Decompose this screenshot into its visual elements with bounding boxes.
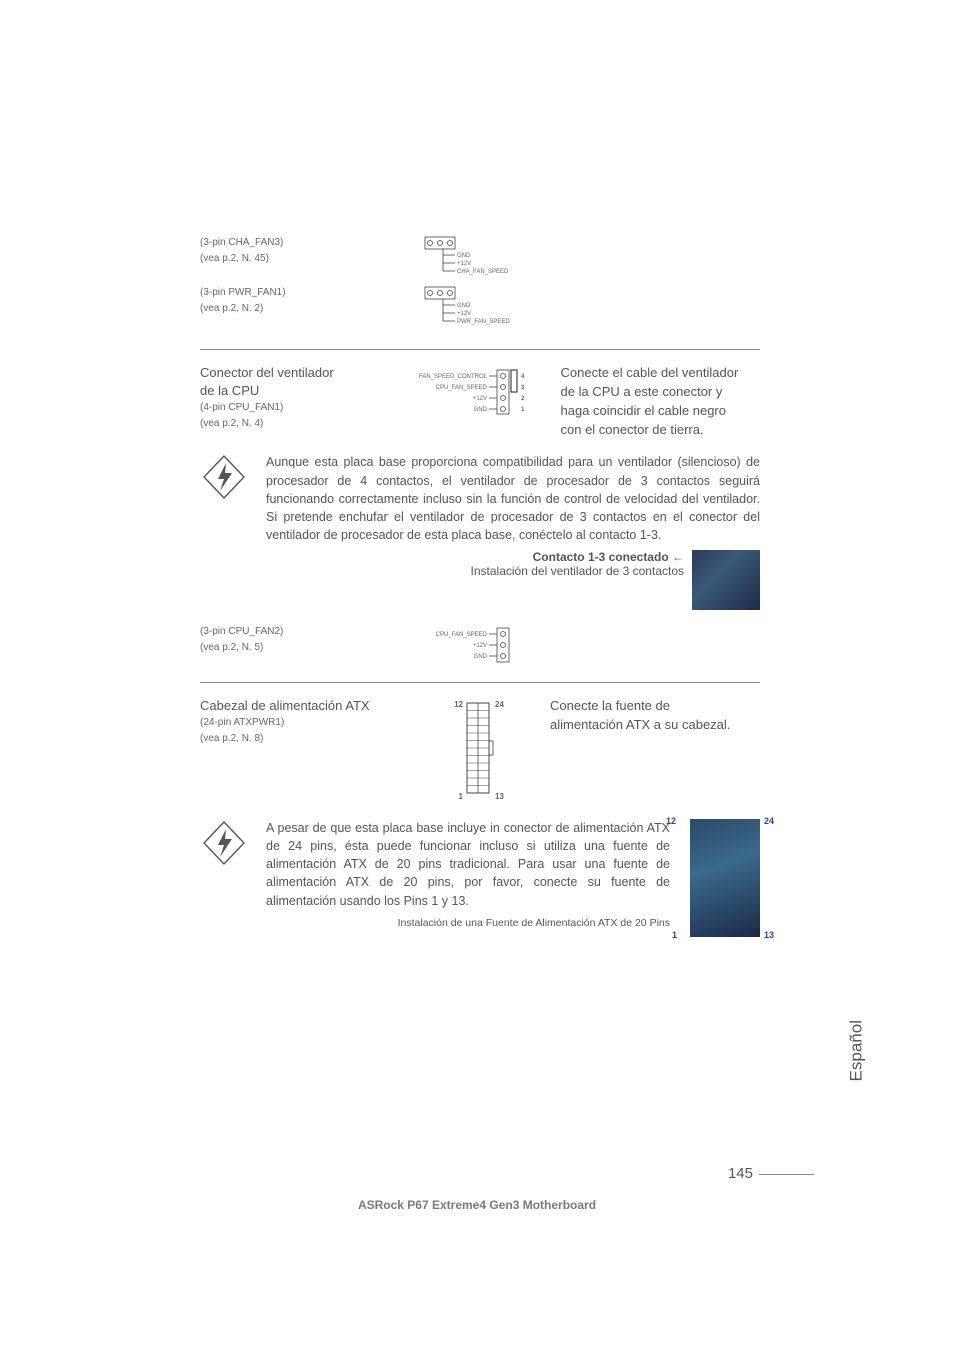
pin-label: +12V — [472, 643, 486, 649]
page-number-value: 145 — [728, 1165, 753, 1182]
divider — [200, 682, 760, 683]
note-compatibility: Aunque esta placa base proporciona compa… — [200, 453, 760, 610]
pin-label: +12V — [457, 261, 471, 267]
cpu-fan1-pin: (4-pin CPU_FAN1) — [200, 400, 381, 416]
lightning-icon — [200, 819, 248, 872]
footer-product: ASRock P67 Extreme4 Gen3 Motherboard — [0, 1198, 954, 1212]
col-mid: GND +12V CHA_FAN_SPEED GND +12V PWR_FAN_… — [403, 235, 538, 335]
note1-contact-row: Contacto 1-3 conectado ← Instalación del… — [266, 550, 760, 610]
col-right: Conecte la fuente de alimentación ATX a … — [550, 697, 760, 735]
photo-num: 13 — [764, 930, 774, 940]
pin-num: 4 — [521, 374, 525, 380]
note2-text: A pesar de que esta placa base incluye i… — [266, 819, 670, 910]
lightning-icon — [200, 453, 248, 506]
note-body: Aunque esta placa base proporciona compa… — [266, 453, 760, 610]
pin-num: 1 — [521, 407, 525, 413]
pin-label: FAN_SPEED_CONTROL — [418, 374, 487, 380]
pin-label: GND — [457, 303, 471, 309]
photo-num: 1 — [672, 930, 677, 940]
cha-fan3-ref: (vea p.2, N. 45) — [200, 251, 383, 267]
atx-desc: Conecte la fuente de — [550, 697, 760, 716]
note1-contact-text: Contacto 1-3 conectado ← Instalación del… — [471, 550, 684, 578]
section-atx-power: Cabezal de alimentación ATX (24-pin ATXP… — [200, 697, 760, 805]
pin-num: 24 — [495, 700, 504, 709]
pin-label: +12V — [457, 311, 471, 317]
section-cpu-fan1: Conector del ventilador de la CPU (4-pin… — [200, 364, 760, 439]
section-cha-pwr-fan: (3-pin CHA_FAN3) (vea p.2, N. 45) (3-pin… — [200, 235, 760, 335]
col-left: Cabezal de alimentación ATX (24-pin ATXP… — [200, 697, 410, 747]
atx-desc: alimentación ATX a su cabezal. — [550, 716, 760, 735]
cpu-fan-title1: Conector del ventilador — [200, 364, 381, 382]
note2-sub: Instalación de una Fuente de Alimentació… — [266, 916, 670, 931]
pin-label: +12V — [472, 396, 486, 402]
atx-title: Cabezal de alimentación ATX — [200, 697, 410, 715]
note2-text-col: A pesar de que esta placa base incluye i… — [266, 819, 670, 937]
pin-label: CPU_FAN_SPEED — [435, 632, 487, 638]
col-right: Conecte el cable del ventilador de la CP… — [561, 364, 761, 439]
col-mid: 12 24 1 13 — [430, 697, 530, 805]
cpu-fan1-diagram: FAN_SPEED_CONTROL CPU_FAN_SPEED +12V GND… — [401, 364, 541, 424]
photo-num: 24 — [764, 816, 774, 826]
pin-num: 13 — [495, 792, 504, 801]
pin-label: CPU_FAN_SPEED — [435, 385, 487, 391]
pin-label: PWR_FAN_SPEED — [457, 319, 510, 325]
cpu-fan2-diagram: CPU_FAN_SPEED +12V GND — [401, 624, 541, 668]
note2-body: A pesar de que esta placa base incluye i… — [266, 819, 760, 937]
cpu-fan1-desc: con el conector de tierra. — [561, 421, 761, 440]
atx-ref: (vea p.2, N. 8) — [200, 731, 410, 747]
atx-24pin-diagram: 12 24 1 13 — [445, 697, 515, 805]
cha-fan3-pin: (3-pin CHA_FAN3) — [200, 235, 383, 251]
divider — [200, 349, 760, 350]
fan-install-photo — [692, 550, 760, 610]
note1-text: Aunque esta placa base proporciona compa… — [266, 453, 760, 544]
col-left: (3-pin CHA_FAN3) (vea p.2, N. 45) (3-pin… — [200, 235, 383, 317]
page-number-line — [759, 1174, 814, 1175]
col-left: Conector del ventilador de la CPU (4-pin… — [200, 364, 381, 432]
atx-pin: (24-pin ATXPWR1) — [200, 715, 410, 731]
pwr-fan1-pin: (3-pin PWR_FAN1) — [200, 285, 383, 301]
col-mid: FAN_SPEED_CONTROL CPU_FAN_SPEED +12V GND… — [401, 364, 541, 424]
page-content: (3-pin CHA_FAN3) (vea p.2, N. 45) (3-pin… — [200, 235, 760, 937]
cpu-fan1-desc: haga coincidir el cable negro — [561, 402, 761, 421]
pin-num: 1 — [459, 792, 464, 801]
pin-label: GND — [473, 654, 487, 660]
cpu-fan1-ref: (vea p.2, N. 4) — [200, 416, 381, 432]
col-left: (3-pin CPU_FAN2) (vea p.2, N. 5) — [200, 624, 381, 656]
cpu-fan-title2: de la CPU — [200, 382, 381, 400]
language-tab: Español — [846, 1020, 866, 1081]
pin-num: 3 — [521, 385, 525, 391]
atx-install-photo — [690, 819, 760, 937]
cpu-fan2-ref: (vea p.2, N. 5) — [200, 640, 381, 656]
col-mid: CPU_FAN_SPEED +12V GND — [401, 624, 541, 668]
pin-label: GND — [473, 407, 487, 413]
photo-num: 12 — [666, 816, 676, 826]
note-atx20pin: A pesar de que esta placa base incluye i… — [200, 819, 760, 937]
pin-label: GND — [457, 253, 471, 259]
cpu-fan2-pin: (3-pin CPU_FAN2) — [200, 624, 381, 640]
contact-bold: Contacto 1-3 conectado ← — [471, 550, 684, 564]
pin-num: 2 — [521, 396, 525, 402]
fan3-diagram: GND +12V CHA_FAN_SPEED GND +12V PWR_FAN_… — [415, 235, 525, 335]
contact-sub: Instalación del ventilador de 3 contacto… — [471, 564, 684, 578]
pwr-fan1-ref: (vea p.2, N. 2) — [200, 301, 383, 317]
pin-label: CHA_FAN_SPEED — [457, 269, 509, 275]
section-cpu-fan2: (3-pin CPU_FAN2) (vea p.2, N. 5) CPU_FAN… — [200, 624, 760, 668]
cpu-fan1-desc: de la CPU a este conector y — [561, 383, 761, 402]
cpu-fan1-desc: Conecte el cable del ventilador — [561, 364, 761, 383]
atx-photo-wrap: 12 24 1 13 — [680, 819, 760, 937]
page-number: 145 — [728, 1165, 814, 1182]
pin-num: 12 — [454, 700, 463, 709]
